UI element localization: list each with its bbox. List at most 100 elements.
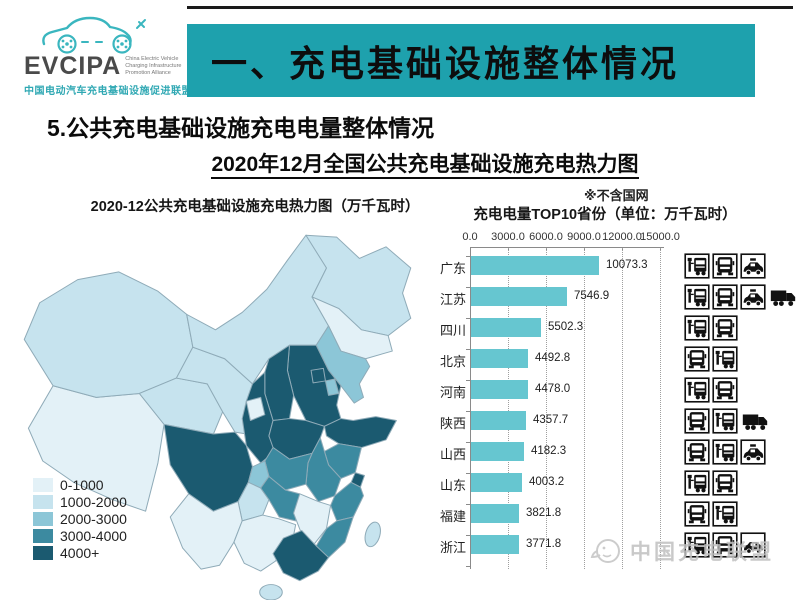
map-legend: 0-1000 1000-2000 2000-3000 3000-4000 4000+ (33, 476, 127, 561)
x-tick-label: 3000.0 (491, 231, 525, 243)
taxi-icon (740, 439, 766, 465)
china-map-svg (23, 234, 412, 600)
x-tick-label: 6000.0 (529, 231, 563, 243)
exclusion-note: ※不含国网 (584, 188, 649, 203)
bar-value-label: 7546.9 (574, 290, 610, 302)
vehicle-icon-row (684, 253, 766, 279)
vehicle-icon-row (684, 470, 738, 496)
section-banner: 一、充电基础设施整体情况 (187, 24, 755, 97)
bus-front-icon (712, 470, 738, 496)
legend-swatch (33, 494, 53, 509)
y-axis-line (470, 247, 471, 569)
bar-category-label: 广东 (439, 261, 466, 276)
bar-value-label: 4478.0 (535, 383, 571, 395)
legend-label: 2000-3000 (60, 510, 127, 527)
bus-front-icon (684, 439, 710, 465)
y-tick-mark (466, 256, 470, 257)
bus-front-icon (684, 346, 710, 372)
top-divider-line (187, 6, 793, 9)
bar-category-label: 江苏 (439, 292, 466, 307)
truck-icon (768, 284, 798, 310)
slide-subtitle: 5.公共充电基础设施充电电量整体情况 (47, 115, 435, 141)
bar-value-label: 10073.3 (606, 259, 648, 271)
x-axis-line (470, 247, 664, 248)
y-tick-mark (466, 473, 470, 474)
banner-title: 一、充电基础设施整体情况 (211, 42, 680, 84)
legend-item: 2000-3000 (33, 510, 127, 527)
taxi-icon (740, 284, 766, 310)
legend-label: 4000+ (60, 544, 100, 561)
bar-value-label: 4492.8 (535, 352, 571, 364)
y-tick-mark (466, 380, 470, 381)
gridline (584, 247, 585, 569)
legend-swatch (33, 528, 53, 543)
charging-bus-icon (712, 501, 738, 527)
logo-acronym: EVCIPA (24, 52, 122, 80)
x-tick-label: 0.0 (462, 231, 478, 243)
bar (471, 256, 599, 275)
legend-item: 1000-2000 (33, 493, 127, 510)
bar-value-label: 4003.2 (529, 476, 565, 488)
charging-bus-icon (712, 439, 738, 465)
gridline (508, 247, 509, 569)
bus-front-icon (712, 253, 738, 279)
bar-value-label: 3821.8 (526, 507, 562, 519)
bar-category-label: 四川 (439, 323, 466, 338)
evcipa-logo: EVCIPA China Electric Vehicle Charging I… (24, 10, 192, 97)
bar (471, 473, 522, 492)
province-ningxia (245, 396, 266, 421)
bar-value-label: 4182.3 (531, 445, 567, 457)
y-tick-mark (466, 566, 470, 567)
province-taiwan (364, 521, 381, 548)
charging-bus-icon (684, 470, 710, 496)
legend-swatch (33, 511, 53, 526)
province-xinjiang (23, 271, 194, 398)
vehicle-icon-row (684, 501, 738, 527)
bus-front-icon (712, 315, 738, 341)
bar-category-label: 河南 (439, 385, 466, 400)
bar-value-label: 5502.3 (548, 321, 584, 333)
bar (471, 318, 541, 337)
china-heatmap (14, 214, 456, 600)
legend-label: 1000-2000 (60, 493, 127, 510)
charging-bus-icon (684, 284, 710, 310)
province-tianjin (324, 378, 340, 396)
vehicle-icon-row (684, 284, 798, 310)
truck-icon (740, 408, 770, 434)
bar-category-label: 福建 (439, 509, 466, 524)
vehicle-icon-row (684, 346, 738, 372)
y-tick-mark (466, 318, 470, 319)
bar-category-label: 山东 (439, 478, 466, 493)
gridline (546, 247, 547, 569)
bus-front-icon (712, 284, 738, 310)
bar-value-label: 4357.7 (533, 414, 569, 426)
province-guangdong (272, 530, 330, 582)
gridline (622, 247, 623, 569)
charging-bus-icon (712, 346, 738, 372)
y-tick-mark (466, 504, 470, 505)
province-hainan (259, 584, 283, 600)
bar-category-label: 陕西 (439, 416, 466, 431)
bar-category-label: 北京 (439, 354, 466, 369)
y-tick-mark (466, 287, 470, 288)
alliance-logo-icon (590, 539, 620, 563)
bar-chart-title: 充电电量TOP10省份（单位：万千瓦时） (473, 207, 737, 223)
y-tick-mark (466, 411, 470, 412)
bus-front-icon (684, 501, 710, 527)
legend-item: 3000-4000 (33, 527, 127, 544)
bar (471, 380, 528, 399)
bar (471, 504, 519, 523)
legend-label: 0-1000 (60, 476, 104, 493)
chart-main-title: 2020年12月全国公共充电基础设施充电热力图 (170, 148, 680, 179)
bar (471, 535, 519, 554)
vehicle-icon-row (684, 377, 738, 403)
y-tick-mark (466, 442, 470, 443)
charging-bus-icon (684, 253, 710, 279)
bar (471, 442, 524, 461)
bar (471, 411, 526, 430)
watermark-text: 中国充电联盟 (630, 541, 774, 564)
y-tick-mark (466, 535, 470, 536)
bar-category-label: 山西 (439, 447, 466, 462)
legend-swatch (33, 477, 53, 492)
